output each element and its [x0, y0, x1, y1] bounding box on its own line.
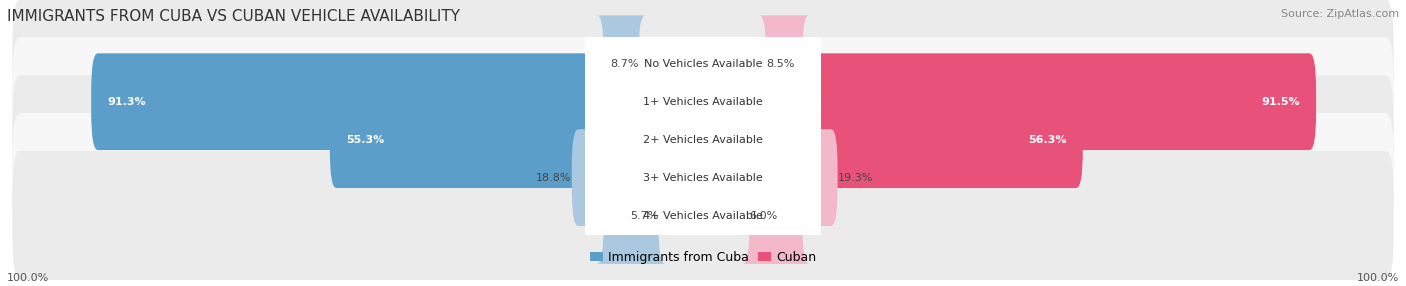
Text: 100.0%: 100.0% — [7, 273, 49, 283]
FancyBboxPatch shape — [585, 100, 821, 255]
Text: 8.5%: 8.5% — [766, 59, 794, 69]
FancyBboxPatch shape — [13, 151, 1393, 280]
FancyBboxPatch shape — [585, 24, 821, 179]
Text: 8.7%: 8.7% — [610, 59, 638, 69]
Text: No Vehicles Available: No Vehicles Available — [644, 59, 762, 69]
Text: 3+ Vehicles Available: 3+ Vehicles Available — [643, 172, 763, 182]
FancyBboxPatch shape — [91, 53, 603, 150]
Text: 5.7%: 5.7% — [630, 210, 658, 221]
Text: 55.3%: 55.3% — [346, 135, 385, 145]
FancyBboxPatch shape — [13, 0, 1393, 128]
Text: 6.0%: 6.0% — [749, 210, 778, 221]
FancyBboxPatch shape — [598, 167, 665, 264]
FancyBboxPatch shape — [13, 75, 1393, 204]
FancyBboxPatch shape — [585, 138, 821, 286]
Text: 56.3%: 56.3% — [1028, 135, 1066, 145]
Text: 100.0%: 100.0% — [1357, 273, 1399, 283]
FancyBboxPatch shape — [13, 37, 1393, 166]
Text: 19.3%: 19.3% — [838, 172, 873, 182]
FancyBboxPatch shape — [803, 53, 1316, 150]
FancyBboxPatch shape — [585, 0, 821, 142]
FancyBboxPatch shape — [572, 129, 603, 226]
FancyBboxPatch shape — [330, 91, 603, 188]
Text: 91.5%: 91.5% — [1261, 97, 1299, 107]
Text: 2+ Vehicles Available: 2+ Vehicles Available — [643, 135, 763, 145]
Text: Source: ZipAtlas.com: Source: ZipAtlas.com — [1281, 9, 1399, 19]
FancyBboxPatch shape — [759, 15, 808, 112]
Text: 91.3%: 91.3% — [108, 97, 146, 107]
Legend: Immigrants from Cuba, Cuban: Immigrants from Cuba, Cuban — [591, 251, 815, 264]
FancyBboxPatch shape — [13, 113, 1393, 242]
FancyBboxPatch shape — [803, 91, 1083, 188]
FancyBboxPatch shape — [598, 15, 645, 112]
FancyBboxPatch shape — [585, 62, 821, 217]
FancyBboxPatch shape — [803, 129, 838, 226]
FancyBboxPatch shape — [742, 167, 808, 264]
Text: 4+ Vehicles Available: 4+ Vehicles Available — [643, 210, 763, 221]
Text: 1+ Vehicles Available: 1+ Vehicles Available — [643, 97, 763, 107]
Text: 18.8%: 18.8% — [536, 172, 572, 182]
Text: IMMIGRANTS FROM CUBA VS CUBAN VEHICLE AVAILABILITY: IMMIGRANTS FROM CUBA VS CUBAN VEHICLE AV… — [7, 9, 460, 23]
